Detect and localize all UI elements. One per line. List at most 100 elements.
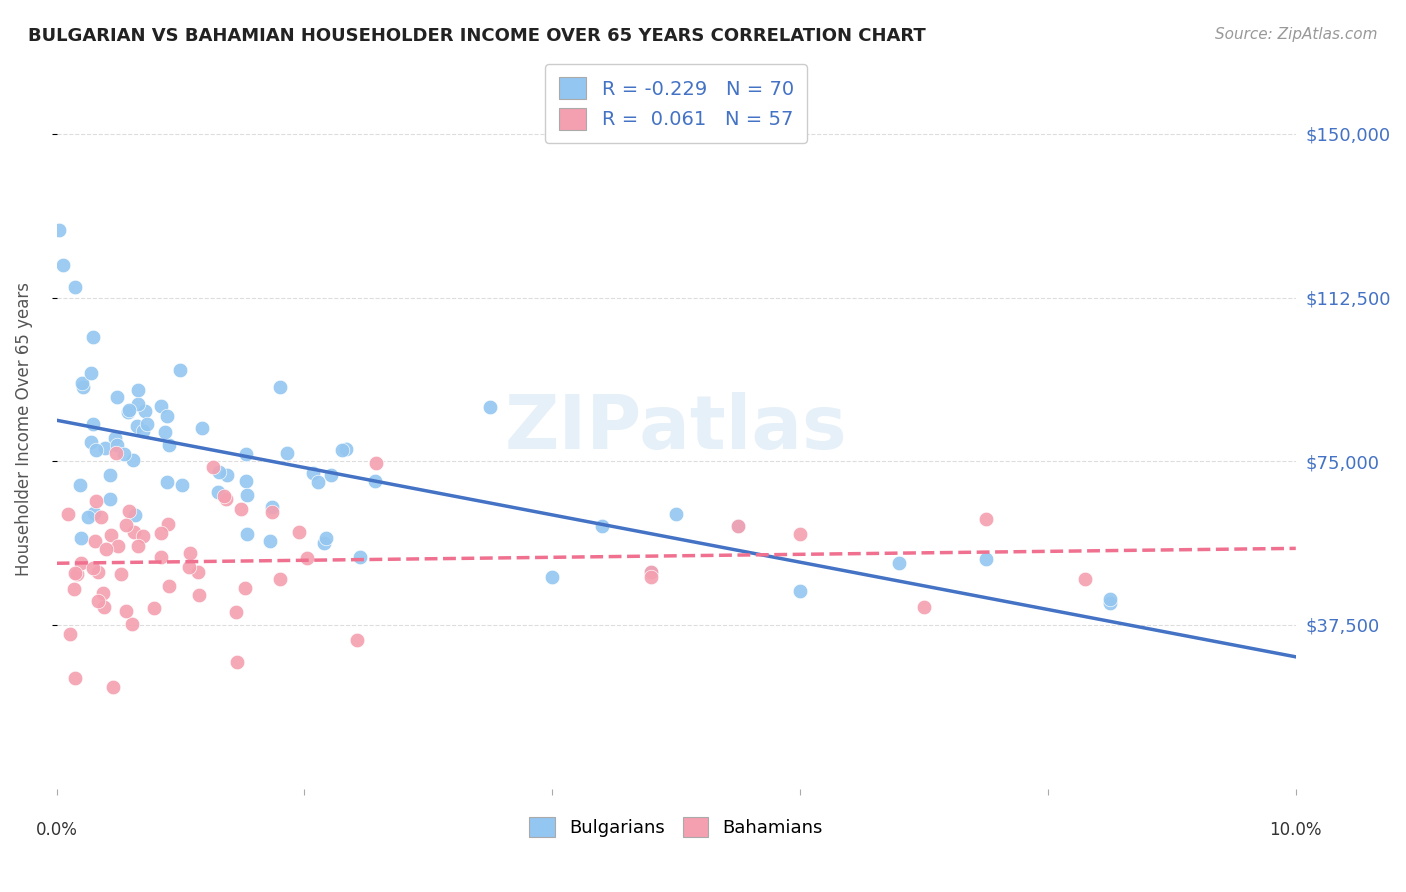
Point [235, 488, 257, 502]
Point [215, 492, 238, 507]
Text: ZIPatlas: ZIPatlas [505, 392, 848, 465]
Point [134, 404, 156, 418]
Point [297, 551, 319, 566]
Point [82, 561, 104, 575]
Point [96, 542, 118, 557]
Text: 10.0%: 10.0% [1270, 822, 1322, 839]
Point [87, 566, 110, 580]
Point [156, 409, 179, 423]
Point [84, 534, 107, 549]
Point [63, 582, 86, 596]
Point [80, 435, 103, 450]
Point [91, 586, 114, 600]
Point [156, 475, 179, 490]
Point [127, 384, 149, 398]
Point [591, 519, 613, 533]
Point [98, 492, 121, 507]
Point [235, 474, 257, 488]
Point [98, 468, 121, 483]
Point [124, 524, 146, 539]
Point [122, 453, 145, 467]
Point [70, 376, 93, 390]
Point [65, 279, 87, 293]
Point [121, 616, 143, 631]
Point [94, 442, 117, 456]
Point [157, 579, 180, 593]
Point [346, 633, 368, 648]
Point [157, 438, 180, 452]
Point [187, 565, 209, 579]
Point [86, 594, 108, 608]
Point [335, 442, 357, 456]
Point [179, 546, 201, 560]
Point [319, 467, 342, 482]
Point [974, 512, 997, 526]
Point [117, 405, 139, 419]
Point [1098, 596, 1121, 610]
Point [82, 417, 104, 432]
Point [66, 566, 89, 581]
Point [52, 258, 75, 272]
Point [187, 588, 209, 602]
Point [101, 681, 124, 695]
Point [127, 397, 149, 411]
Point [640, 566, 662, 580]
Point [83, 506, 105, 520]
Point [118, 402, 141, 417]
Point [118, 504, 141, 518]
Point [82, 330, 104, 344]
Point [260, 500, 283, 515]
Legend: Bulgarians, Bahamians: Bulgarians, Bahamians [522, 810, 830, 845]
Point [107, 540, 129, 554]
Point [104, 430, 127, 444]
Point [63, 672, 86, 686]
Point [541, 570, 564, 584]
Point [93, 600, 115, 615]
Point [69, 477, 91, 491]
Point [172, 478, 194, 492]
Point [259, 534, 281, 549]
Point [974, 552, 997, 566]
Point [150, 399, 173, 413]
Point [665, 507, 688, 521]
Point [72, 380, 94, 394]
Point [58, 626, 80, 640]
Point [640, 570, 662, 584]
Point [124, 508, 146, 523]
Point [114, 604, 136, 618]
Point [135, 417, 157, 431]
Point [127, 418, 149, 433]
Point [177, 559, 200, 574]
Point [236, 527, 259, 541]
Point [157, 517, 180, 532]
Point [233, 581, 256, 595]
Text: 0.0%: 0.0% [35, 822, 77, 839]
Point [315, 532, 337, 546]
Text: BULGARIAN VS BAHAMIAN HOUSEHOLDER INCOME OVER 65 YEARS CORRELATION CHART: BULGARIAN VS BAHAMIAN HOUSEHOLDER INCOME… [28, 27, 927, 45]
Point [70, 531, 93, 545]
Point [789, 527, 811, 541]
Point [207, 484, 229, 499]
Point [105, 391, 128, 405]
Point [276, 446, 298, 460]
Point [640, 565, 662, 579]
Point [330, 443, 353, 458]
Point [314, 536, 336, 550]
Point [302, 467, 325, 481]
Point [169, 363, 191, 377]
Point [80, 367, 103, 381]
Point [1098, 592, 1121, 607]
Point [789, 584, 811, 599]
Point [132, 424, 155, 438]
Point [153, 425, 176, 440]
Point [235, 447, 257, 461]
Point [269, 380, 291, 394]
Point [84, 442, 107, 457]
Point [364, 475, 387, 489]
Point [349, 549, 371, 564]
Point [727, 518, 749, 533]
Point [912, 599, 935, 614]
Point [191, 420, 214, 434]
Point [479, 400, 502, 414]
Point [225, 605, 247, 619]
